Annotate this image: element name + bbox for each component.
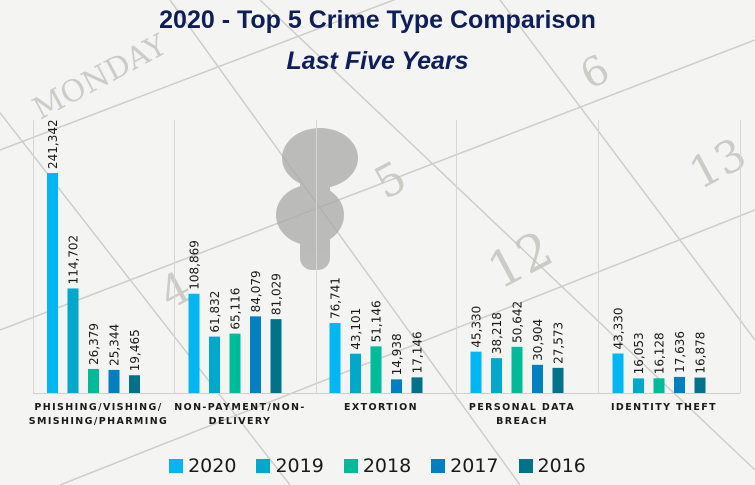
data-label: 14,938 [390,333,404,375]
data-label: 16,878 [694,332,708,374]
legend-label: 2018 [362,455,412,477]
legend-swatch [431,459,446,473]
bar-2019-1 [209,336,220,393]
legend-item-2017: 2017 [431,455,499,477]
legend-label: 2017 [450,455,499,477]
data-label: 50,642 [511,301,525,343]
category-label: EXTORTION [344,402,418,413]
data-label: 108,869 [188,240,202,290]
legend-swatch [256,459,271,473]
bar-2020-3 [470,351,482,393]
data-label: 43,101 [349,308,363,350]
bar-2018-1 [229,333,241,393]
legend-item-2019: 2019 [256,455,324,477]
bar-2016-1 [270,319,282,393]
bar-2018-3 [511,346,523,393]
category-label: NON-PAYMENT/NON- DELIVERY [174,402,306,427]
data-label: 17,636 [673,331,687,373]
data-label: 17,146 [411,331,425,373]
category-label: PHISHING/VISHING/ SMISHING/PHARMING [28,402,169,427]
data-label: 84,079 [249,270,263,312]
data-label: 25,344 [108,324,122,366]
bar-2019-0 [67,288,79,393]
data-label: 45,330 [470,306,484,348]
legend-item-2018: 2018 [343,455,412,477]
legend-label: 2019 [275,455,324,477]
data-label: 76,741 [329,277,343,319]
bar-2019-4 [633,378,644,393]
bar-2018-4 [653,378,665,393]
data-label: 61,832 [208,291,222,333]
legend-swatch [343,459,358,473]
data-label: 19,465 [128,329,142,371]
data-label: 16,053 [632,332,646,374]
bar-2018-2 [370,346,382,393]
data-label: 27,573 [552,322,566,364]
bar-2020-2 [329,323,341,393]
bar-2016-4 [694,377,706,393]
bar-2016-0 [129,375,140,393]
bar-2016-2 [411,377,423,393]
legend-swatch [518,459,533,473]
bar-2019-3 [491,358,502,393]
chart-subtitle: Last Five Years [286,47,469,75]
data-label: 114,702 [67,235,81,285]
data-label: 38,218 [490,312,504,354]
data-label: 43,330 [612,308,626,350]
legend-item-2020: 2020 [169,455,236,477]
data-label: 26,379 [87,323,101,365]
legend-label: 2016 [537,455,586,477]
data-label: 16,128 [653,332,667,374]
legend-label: 2020 [188,455,237,477]
legend-item-2016: 2016 [518,455,586,477]
bar-2017-3 [532,364,543,393]
bar-2016-3 [552,367,564,393]
data-label: 30,904 [531,319,545,361]
bar-2020-0 [47,173,58,393]
bar-2019-2 [350,353,361,393]
data-label: 241,342 [46,119,60,169]
legend: 2020 2019 2018 2017 2016 [0,455,755,477]
bar-2017-4 [674,376,685,393]
bar-2018-0 [88,368,99,393]
legend-swatch [169,459,184,473]
category-label: IDENTITY THEFT [610,402,718,413]
category-label: PERSONAL DATA BREACH [468,402,576,427]
bar-2017-2 [391,379,402,393]
chart-title: 2020 - Top 5 Crime Type Comparison [159,6,596,34]
data-label: 51,146 [370,300,384,342]
bar-2020-4 [612,353,624,393]
data-label: 65,116 [229,288,243,330]
bar-2017-1 [250,316,261,393]
bar-2020-1 [188,293,200,393]
data-label: 81,029 [270,273,284,315]
bar-2017-0 [108,369,120,393]
